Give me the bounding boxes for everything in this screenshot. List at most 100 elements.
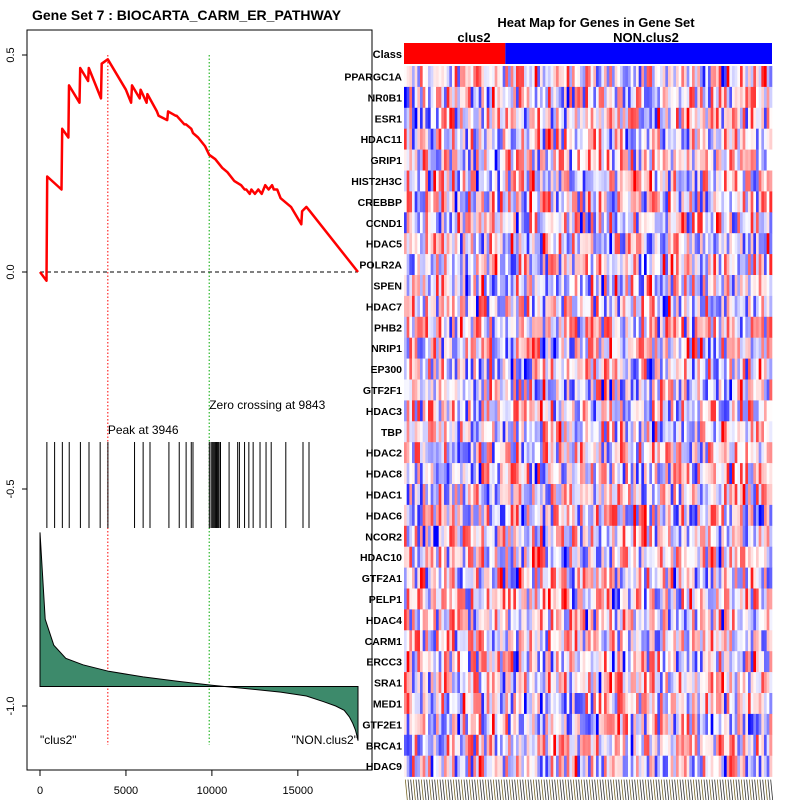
heatmap-cell <box>561 400 565 422</box>
heatmap-cell <box>521 86 525 109</box>
heatmap-cell <box>446 484 450 506</box>
heatmap-cell <box>630 755 634 777</box>
heatmap-cell <box>500 672 503 694</box>
heatmap-cell <box>697 379 701 401</box>
heatmap-cell <box>542 358 546 380</box>
sample-label-tick <box>623 779 627 800</box>
heatmap-cell <box>473 421 477 443</box>
heatmap-cell <box>678 484 682 506</box>
heatmap-cell <box>692 337 695 359</box>
heatmap-cell <box>492 734 495 756</box>
heatmap-cell <box>708 421 711 443</box>
heatmap-cell <box>742 66 746 88</box>
heatmap-cell <box>460 86 463 109</box>
heatmap-cell <box>444 609 447 631</box>
heatmap-cell <box>598 672 602 694</box>
heatmap-cell <box>694 567 698 589</box>
gene-row-label: ERCC3 <box>366 657 402 669</box>
heatmap-cell <box>652 693 655 715</box>
heatmap-cell <box>737 546 741 568</box>
heatmap-cell <box>622 609 626 631</box>
heatmap-cell <box>446 149 450 171</box>
sample-label-tick <box>698 779 702 800</box>
heatmap-cell <box>580 212 583 234</box>
heatmap-cell <box>532 128 535 150</box>
heatmap-cell <box>646 400 650 422</box>
heatmap-cell <box>702 463 706 485</box>
heatmap-cell <box>761 275 765 297</box>
heatmap-cell <box>593 609 597 631</box>
heatmap-cell <box>430 734 434 756</box>
heatmap-cell <box>558 734 562 756</box>
heatmap-cell <box>521 651 525 673</box>
heatmap-cell <box>510 149 514 171</box>
heatmap-cell <box>505 525 509 547</box>
heatmap-cell <box>641 316 645 338</box>
heatmap-cell <box>409 630 413 652</box>
heatmap-cell <box>529 588 533 610</box>
heatmap-cell <box>628 734 631 756</box>
heatmap-cell <box>470 609 474 631</box>
heatmap-cell <box>729 379 733 401</box>
heatmap-cell <box>548 358 551 380</box>
heatmap-cell <box>630 295 634 318</box>
heatmap-cell <box>644 504 647 527</box>
heatmap-cell <box>729 107 733 129</box>
heatmap-cell <box>705 66 709 88</box>
heatmap-cell <box>636 295 639 318</box>
heatmap-cell <box>508 316 511 338</box>
heatmap-cell <box>500 651 503 673</box>
heatmap-cell <box>702 734 706 756</box>
heatmap-cell <box>718 546 722 568</box>
heatmap-cell <box>652 128 655 150</box>
heatmap-cell <box>598 275 602 297</box>
heatmap-cell <box>553 86 557 109</box>
heatmap-cell <box>668 421 671 443</box>
heatmap-cell <box>436 484 439 506</box>
heatmap-cell <box>684 358 687 380</box>
heatmap-cell <box>572 525 575 547</box>
heatmap-cell <box>606 672 610 694</box>
heatmap-cell <box>601 295 605 318</box>
heatmap-cell <box>758 233 762 255</box>
heatmap-cell <box>606 651 610 673</box>
heatmap-cell <box>524 191 527 213</box>
heatmap-cell <box>478 275 482 297</box>
heatmap-cell <box>433 316 437 338</box>
heatmap-cell <box>644 170 647 192</box>
heatmap-cell <box>638 609 642 631</box>
heatmap-cell <box>662 149 666 171</box>
heatmap-cell <box>710 149 714 171</box>
heatmap-cell <box>516 672 519 694</box>
heatmap-cell <box>460 233 463 255</box>
heatmap-cell <box>692 212 695 234</box>
heatmap-cell <box>694 713 698 736</box>
heatmap-cell <box>409 275 413 297</box>
heatmap-cell <box>638 693 642 715</box>
heatmap-cell <box>713 400 717 422</box>
heatmap-cell <box>406 358 410 380</box>
heatmap-cell <box>486 316 490 338</box>
heatmap-cell <box>494 170 498 192</box>
sample-label-tick <box>519 779 523 800</box>
heatmap-cell <box>465 107 469 129</box>
heatmap-cell <box>694 525 698 547</box>
heatmap-cell <box>758 107 762 129</box>
sample-label-tick <box>764 779 768 800</box>
heatmap-cell <box>561 275 565 297</box>
heatmap-cell <box>526 170 530 192</box>
heatmap-cell <box>412 755 415 777</box>
heatmap-cell <box>753 588 757 610</box>
heatmap-cell <box>417 630 421 652</box>
heatmap-cell <box>550 275 554 297</box>
gene-row-label: GTF2E1 <box>362 719 402 731</box>
heatmap-cell <box>561 66 565 88</box>
heatmap-cell <box>545 525 549 547</box>
heatmap-cell <box>665 651 669 673</box>
heatmap-cell <box>686 734 690 756</box>
heatmap-cell <box>713 149 717 171</box>
heatmap-cell <box>406 400 410 422</box>
heatmap-cell <box>609 755 613 777</box>
heatmap-cell <box>462 504 466 527</box>
heatmap-cell <box>529 66 533 88</box>
